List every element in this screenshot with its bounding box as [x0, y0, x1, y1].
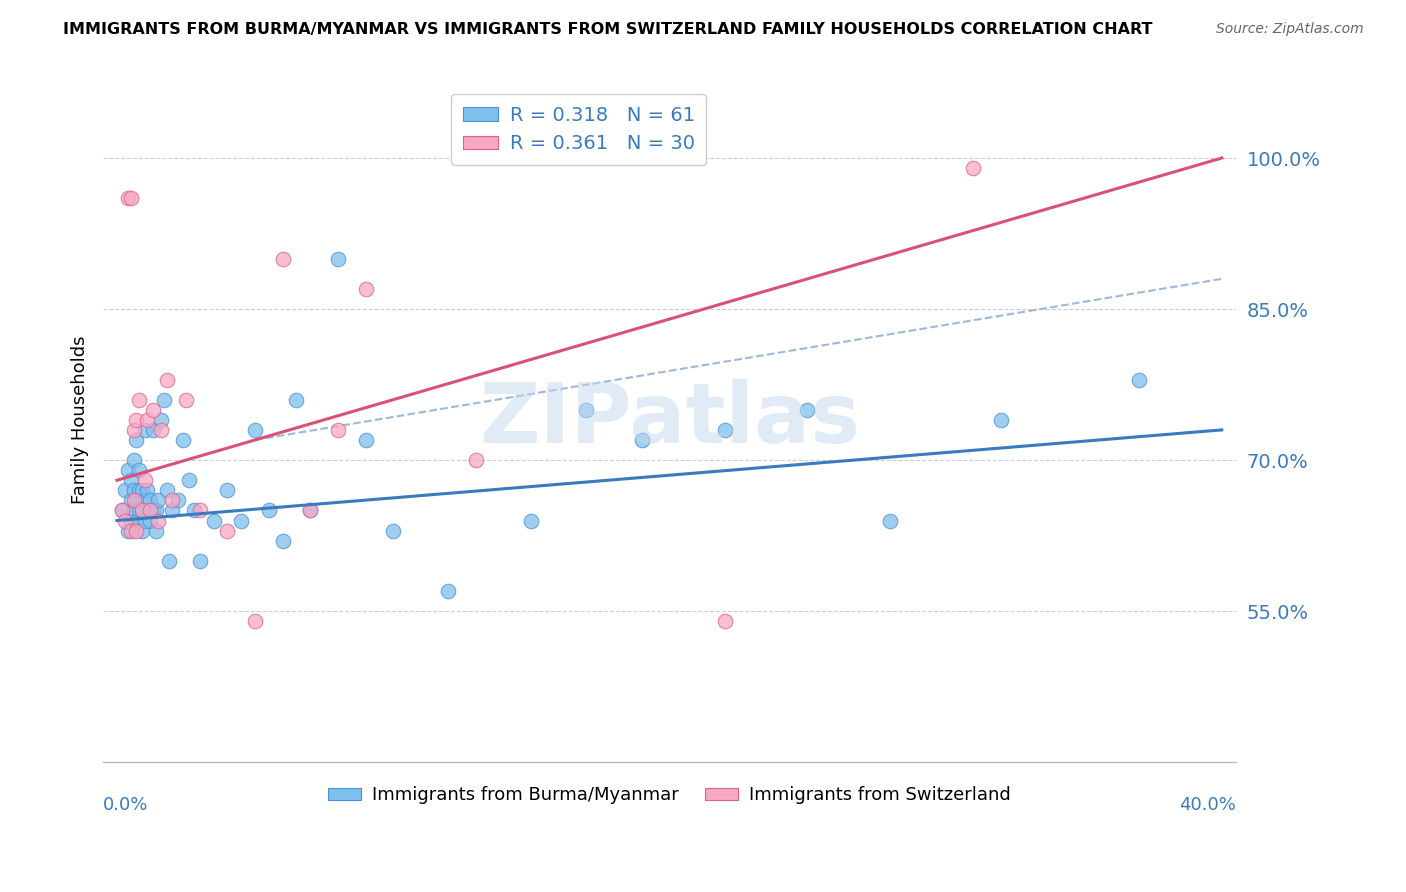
Point [117, 463, 139, 477]
Point [125, 433, 148, 447]
Point [160, 503, 183, 517]
Point [136, 483, 159, 498]
Point [120, 191, 142, 205]
Point [139, 514, 162, 528]
Point [148, 514, 170, 528]
Point [139, 493, 162, 508]
Point [131, 483, 153, 498]
Point [122, 423, 145, 437]
Text: ZIPatlas: ZIPatlas [479, 379, 860, 460]
Point [437, 584, 460, 599]
Point [713, 614, 735, 628]
Point [128, 463, 150, 477]
Point [257, 503, 280, 517]
Point [122, 483, 145, 498]
Point [188, 503, 211, 517]
Point [157, 554, 180, 568]
Point [131, 503, 153, 517]
Point [117, 524, 139, 538]
Point [962, 161, 984, 175]
Point [122, 493, 145, 508]
Point [217, 524, 239, 538]
Point [125, 493, 148, 508]
Point [131, 524, 153, 538]
Point [243, 423, 266, 437]
Point [177, 473, 200, 487]
Point [136, 413, 159, 427]
Legend: Immigrants from Burma/Myanmar, Immigrants from Switzerland: Immigrants from Burma/Myanmar, Immigrant… [321, 779, 1018, 812]
Point [153, 392, 176, 407]
Point [156, 483, 179, 498]
Point [354, 282, 377, 296]
Point [990, 413, 1012, 427]
Point [125, 413, 148, 427]
Point [271, 252, 294, 266]
Point [217, 483, 239, 498]
Point [128, 483, 150, 498]
Point [630, 433, 652, 447]
Point [128, 503, 150, 517]
Point [111, 503, 134, 517]
Point [150, 423, 173, 437]
Point [183, 503, 205, 517]
Point [188, 554, 211, 568]
Point [382, 524, 405, 538]
Point [326, 423, 349, 437]
Text: 40.0%: 40.0% [1178, 797, 1236, 814]
Point [145, 524, 167, 538]
Point [111, 503, 134, 517]
Point [120, 524, 142, 538]
Point [122, 453, 145, 467]
Point [114, 514, 136, 528]
Point [134, 493, 156, 508]
Point [160, 493, 183, 508]
Point [174, 392, 197, 407]
Point [354, 433, 377, 447]
Point [713, 423, 735, 437]
Point [117, 191, 139, 205]
Point [134, 473, 156, 487]
Point [575, 402, 598, 417]
Point [125, 514, 148, 528]
Point [134, 423, 156, 437]
Point [136, 503, 159, 517]
Point [202, 514, 225, 528]
Text: 0.0%: 0.0% [103, 797, 149, 814]
Point [299, 503, 322, 517]
Point [285, 392, 308, 407]
Point [1128, 373, 1150, 387]
Text: IMMIGRANTS FROM BURMA/MYANMAR VS IMMIGRANTS FROM SWITZERLAND FAMILY HOUSEHOLDS C: IMMIGRANTS FROM BURMA/MYANMAR VS IMMIGRA… [63, 22, 1153, 37]
Point [120, 514, 142, 528]
Point [114, 483, 136, 498]
Point [231, 514, 253, 528]
Point [139, 503, 162, 517]
Point [145, 503, 167, 517]
Point [122, 503, 145, 517]
Point [131, 503, 153, 517]
Point [134, 514, 156, 528]
Point [142, 402, 165, 417]
Y-axis label: Family Households: Family Households [72, 335, 89, 504]
Point [796, 402, 818, 417]
Point [142, 423, 165, 437]
Point [128, 392, 150, 407]
Point [150, 413, 173, 427]
Point [520, 514, 543, 528]
Point [120, 473, 142, 487]
Point [465, 453, 488, 467]
Point [879, 514, 901, 528]
Text: Source: ZipAtlas.com: Source: ZipAtlas.com [1216, 22, 1364, 37]
Point [148, 493, 170, 508]
Point [120, 493, 142, 508]
Point [172, 433, 194, 447]
Point [166, 493, 188, 508]
Point [142, 503, 165, 517]
Point [326, 252, 349, 266]
Point [299, 503, 322, 517]
Point [243, 614, 266, 628]
Point [156, 373, 179, 387]
Point [271, 533, 294, 548]
Point [125, 524, 148, 538]
